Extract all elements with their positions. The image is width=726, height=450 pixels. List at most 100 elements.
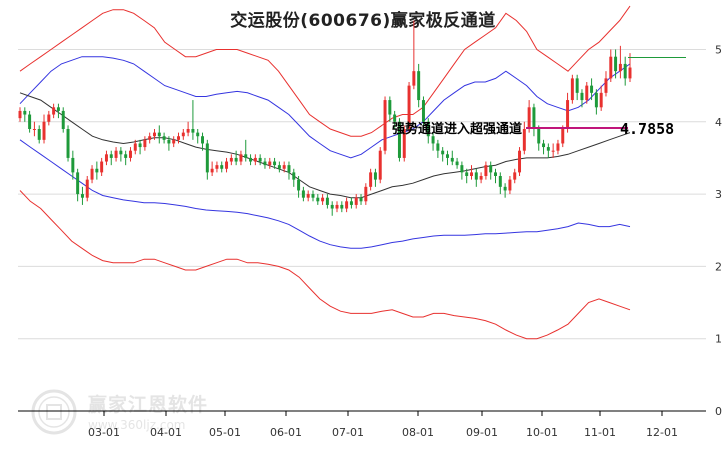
candle <box>522 121 526 155</box>
candle <box>417 63 421 108</box>
x-tick-label: 04-01 <box>150 426 182 439</box>
candle-body <box>402 129 406 158</box>
candle-body <box>292 172 296 180</box>
candle <box>109 150 113 166</box>
candle-body <box>109 154 113 158</box>
candle <box>373 168 377 187</box>
candle <box>225 157 229 173</box>
candle-body <box>244 154 248 158</box>
annotation-value: 4.7858 <box>620 120 674 138</box>
candle-body <box>258 157 262 162</box>
channel-line-3 <box>19 139 631 249</box>
candle <box>316 194 320 205</box>
candle <box>124 150 128 166</box>
channel-lines <box>19 5 631 340</box>
candle <box>580 89 584 108</box>
candle <box>330 201 334 216</box>
candle-body <box>340 204 344 209</box>
candle-body <box>335 204 339 209</box>
candle-body <box>474 172 478 180</box>
candle-body <box>181 132 185 137</box>
candle <box>234 150 238 166</box>
candle-body <box>551 150 555 152</box>
candle <box>119 147 123 162</box>
candle <box>76 168 80 202</box>
x-tick-label: 10-01 <box>526 426 558 439</box>
candle-body <box>407 85 411 129</box>
candle <box>177 132 180 144</box>
candle <box>18 107 22 122</box>
candle-body <box>580 92 584 101</box>
candle-body <box>594 92 598 108</box>
candle-body <box>28 114 32 129</box>
candle <box>133 139 137 155</box>
annotation: 强势通道进入超强通道 4.7858 <box>392 57 686 138</box>
candle-body <box>47 114 51 122</box>
y-tick-label: 4 <box>715 116 722 129</box>
candle <box>201 132 205 151</box>
candle-body <box>66 129 70 158</box>
channel-line-0 <box>19 5 631 137</box>
candle-body <box>61 110 65 129</box>
candle-body <box>52 107 56 115</box>
candle <box>229 154 233 166</box>
annotation-label: 强势通道进入超强通道 <box>392 121 522 137</box>
candle <box>263 157 267 169</box>
candle-body <box>426 121 430 137</box>
candle <box>104 150 108 166</box>
candle <box>311 190 315 202</box>
candle-body <box>177 136 180 140</box>
candle-body <box>561 129 565 144</box>
candle <box>393 110 397 129</box>
y-tick-label: 2 <box>715 260 722 273</box>
candle <box>426 118 430 144</box>
candle <box>220 161 224 173</box>
candle-body <box>321 197 325 202</box>
candle-body <box>618 63 622 72</box>
candle <box>306 190 310 202</box>
candle-body <box>527 107 531 129</box>
watermark-url: www.360ljz.com <box>88 418 186 432</box>
x-tick-label: 09-01 <box>466 426 498 439</box>
candle-body <box>503 186 507 191</box>
candlesticks <box>18 20 632 216</box>
candle <box>402 125 406 162</box>
candle <box>532 103 536 137</box>
candle-body <box>441 150 445 155</box>
candle-body <box>412 71 416 86</box>
candle <box>570 74 574 104</box>
candle-body <box>23 110 27 115</box>
candle <box>253 154 257 166</box>
candle-body <box>604 78 608 93</box>
candle <box>205 139 209 180</box>
candle <box>489 161 493 180</box>
candle-body <box>393 114 397 122</box>
candle-body <box>273 161 277 166</box>
candle-body <box>128 150 132 158</box>
candle-body <box>143 139 147 148</box>
candle <box>494 168 498 184</box>
candle <box>42 114 46 144</box>
candle <box>465 168 469 184</box>
candle <box>128 147 132 162</box>
candle-body <box>494 172 498 176</box>
channel-line-4 <box>19 190 631 340</box>
candle-body <box>162 136 166 140</box>
candle-body <box>542 143 546 148</box>
candle <box>37 125 41 144</box>
candle-body <box>498 176 502 187</box>
candle-body <box>301 190 305 198</box>
candle <box>297 176 301 198</box>
candle <box>450 150 454 166</box>
candle-body <box>388 100 392 115</box>
candle <box>518 147 522 176</box>
candle <box>181 129 185 140</box>
candle-body <box>138 143 142 148</box>
candle-body <box>306 194 310 198</box>
candle <box>301 186 305 202</box>
candle-body <box>119 150 123 155</box>
candle-body <box>470 172 473 176</box>
chart-title: 交运股份(600676)赢家极反通道 <box>230 11 496 31</box>
candle-body <box>513 172 517 180</box>
